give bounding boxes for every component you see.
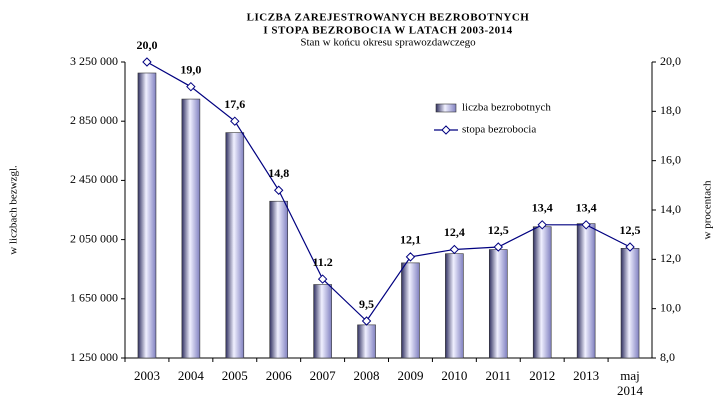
y-tick-label: 1 250 000 xyxy=(70,350,118,364)
bar xyxy=(225,132,245,359)
line xyxy=(146,61,631,322)
x-tick-label: 2007 xyxy=(309,368,336,383)
y-tick-label: 1 650 000 xyxy=(70,291,118,305)
data-label: 17,6 xyxy=(224,97,245,111)
y-tick-label: 2 050 000 xyxy=(70,231,118,245)
chart-title: LICZBA ZAREJESTROWANYCH BEZROBOTNYCH xyxy=(247,12,530,24)
x-tick-label: 2004 xyxy=(177,368,204,383)
data-label: 13,4 xyxy=(576,201,597,215)
bar xyxy=(181,98,201,359)
data-label: 12,5 xyxy=(620,223,641,237)
y2-tick-label: 12,0 xyxy=(660,251,681,265)
bar xyxy=(137,72,157,359)
data-label: 20,0 xyxy=(136,38,157,52)
legend-marker xyxy=(441,125,451,135)
x-tick-label: 2013 xyxy=(573,368,600,383)
x-tick-label: 2008 xyxy=(353,368,380,383)
bar xyxy=(620,248,640,359)
x-tick-label: 2010 xyxy=(441,368,468,383)
bar xyxy=(445,253,464,359)
marker xyxy=(493,242,503,252)
marker xyxy=(581,220,591,230)
bar xyxy=(269,200,289,359)
marker xyxy=(142,57,152,67)
data-label: 14,8 xyxy=(268,166,289,180)
bar xyxy=(576,223,596,359)
y-tick-label: 2 450 000 xyxy=(70,172,118,186)
x-tick-label: 2009 xyxy=(397,368,424,383)
marker xyxy=(405,252,416,262)
chart-subtitle: Stan w końcu okresu sprawozdawczego xyxy=(300,37,476,49)
data-label: 11.2 xyxy=(312,255,332,269)
bar xyxy=(532,226,552,359)
marker xyxy=(186,81,196,92)
marker xyxy=(625,242,635,252)
x-tick-label: 2011 xyxy=(485,368,512,383)
y2-axis-label: w procentach xyxy=(702,180,714,239)
y-tick-label: 2 850 000 xyxy=(70,113,118,127)
legend-swatch xyxy=(435,103,457,113)
y2-tick-label: 16,0 xyxy=(660,152,681,166)
data-label: 12,1 xyxy=(400,233,421,247)
y-tick-label: 3 250 000 xyxy=(70,54,118,68)
bar xyxy=(401,262,420,359)
x-tick-label: 2012 xyxy=(529,368,556,383)
marker xyxy=(230,116,240,126)
marker xyxy=(361,316,372,326)
y2-tick-label: 10,0 xyxy=(660,300,681,314)
x-tick-label: 2006 xyxy=(265,368,292,383)
y2-tick-label: 20,0 xyxy=(660,54,681,68)
data-label: 9,5 xyxy=(359,297,374,311)
y2-tick-label: 18,0 xyxy=(660,103,681,117)
data-label: 13,4 xyxy=(532,201,553,215)
marker xyxy=(317,274,328,284)
marker xyxy=(537,220,547,230)
data-label: 12,4 xyxy=(444,225,465,239)
y-axis-label: w liczbach bezwzgl. xyxy=(8,165,20,255)
bar xyxy=(313,284,332,359)
y2-tick-label: 14,0 xyxy=(660,202,681,216)
legend-label: stopa bezrobocia xyxy=(462,124,536,136)
x-tick-label: 2003 xyxy=(133,368,160,383)
legend-label: liczba bezrobotnych xyxy=(462,102,551,114)
x-tick-label: 2005 xyxy=(221,368,248,383)
chart-title: I STOPA BEZROBOCIA W LATACH 2003-2014 xyxy=(263,25,512,37)
data-label: 12,5 xyxy=(488,223,509,237)
data-label: 19,0 xyxy=(180,62,201,76)
y2-tick-label: 8,0 xyxy=(660,350,675,364)
bar xyxy=(357,324,376,359)
marker xyxy=(449,244,460,255)
bar xyxy=(488,249,508,359)
x-tick-label: maj 2014 xyxy=(617,368,644,398)
marker xyxy=(274,185,284,195)
